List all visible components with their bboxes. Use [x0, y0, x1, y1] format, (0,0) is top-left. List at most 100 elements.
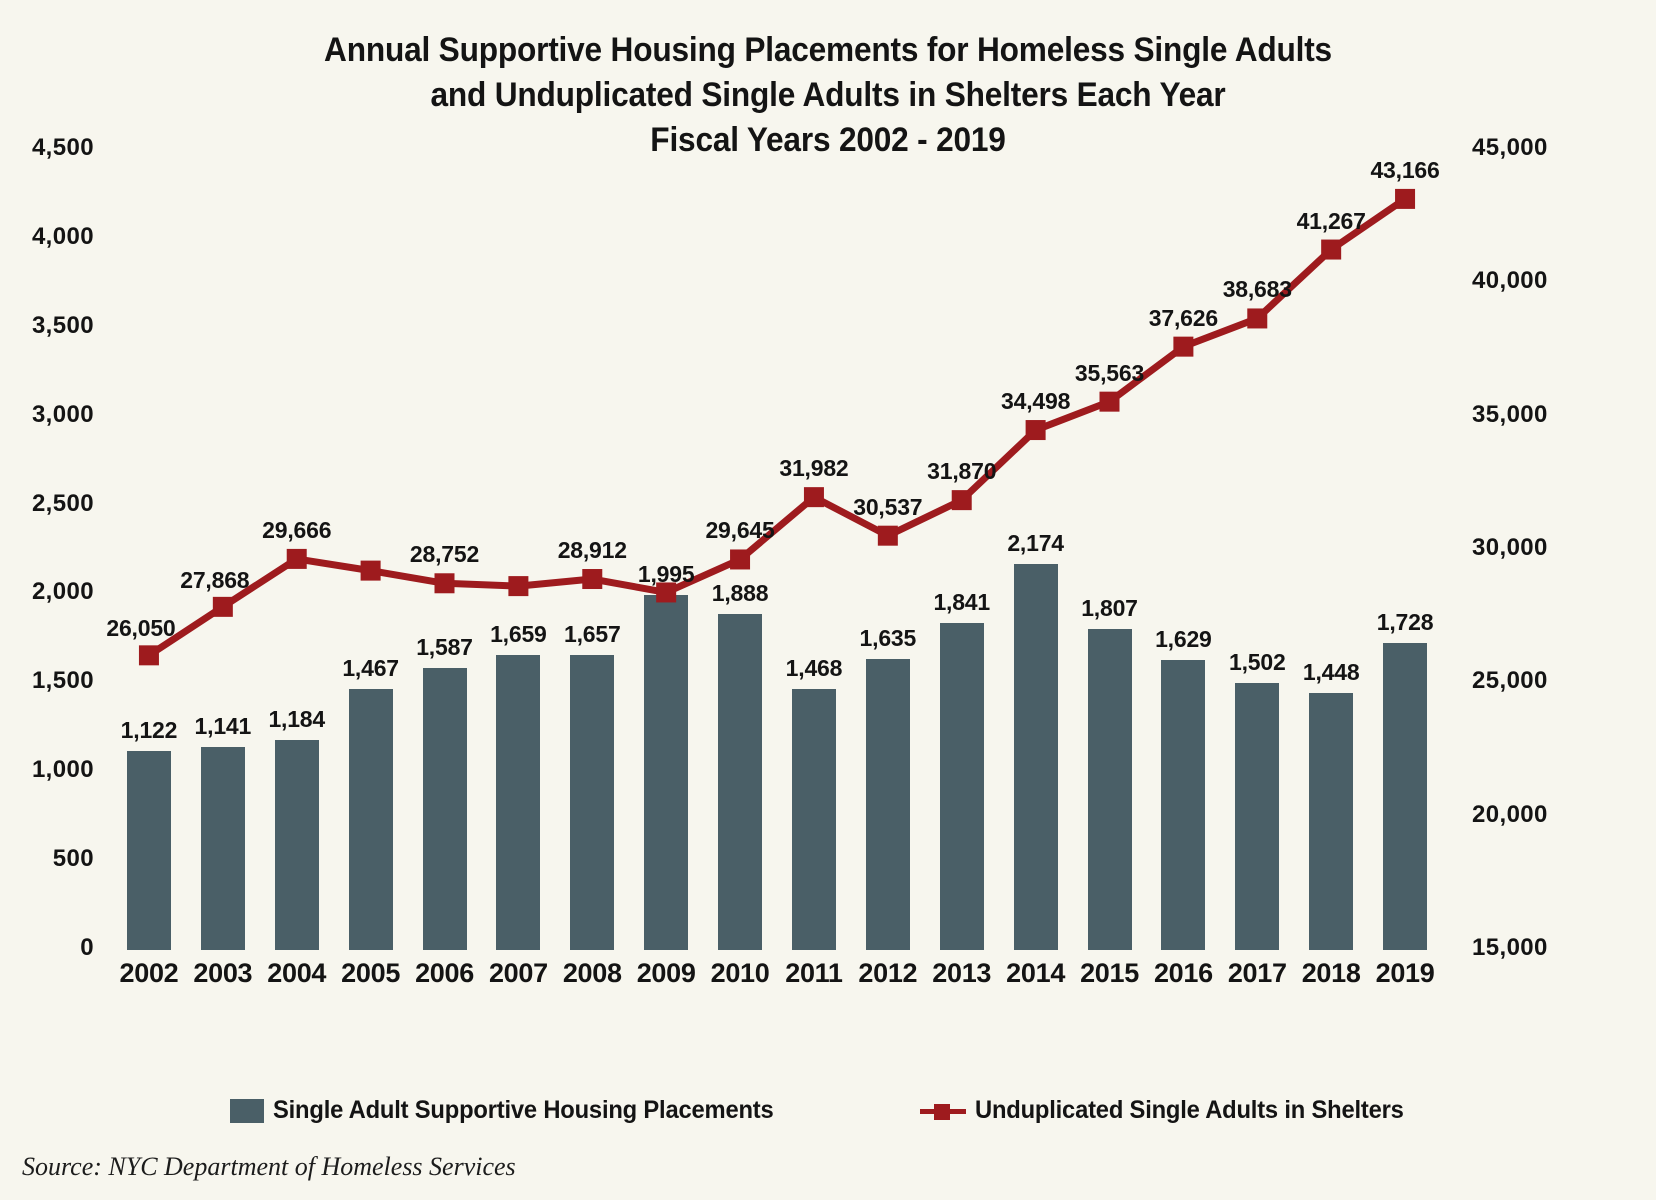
legend-item-line[interactable]: Unduplicated Single Adults in Shelters — [919, 1096, 1426, 1125]
line-label-2019: 43,166 — [1370, 156, 1440, 183]
bar-label-2009: 1,995 — [637, 561, 695, 588]
source-note: Source: NYC Department of Homeless Servi… — [22, 1152, 516, 1181]
bar-label-2010: 1,888 — [711, 580, 769, 607]
x-axis-tick-2006: 2006 — [415, 958, 474, 988]
line-swatch-marker — [933, 1103, 950, 1120]
y-axis-left-tick: 500 — [52, 845, 94, 873]
y-axis-left-tick: 0 — [80, 934, 94, 961]
bar-label-2006: 1,587 — [416, 633, 473, 660]
line-swatch-icon — [919, 1099, 966, 1123]
y-axis-right-tick: 30,000 — [1472, 534, 1548, 561]
bar-2008[interactable] — [570, 655, 615, 950]
line-marker-2012[interactable] — [877, 525, 898, 546]
line-label-2012: 30,537 — [853, 493, 923, 520]
line-label-2018: 41,267 — [1296, 207, 1366, 234]
bar-2019[interactable] — [1383, 642, 1428, 950]
y-axis-right-tick: 15,000 — [1472, 934, 1548, 961]
chart-title-line-3: Fiscal Years 2002 - 2019 — [650, 120, 1006, 159]
bar-2005[interactable] — [348, 689, 393, 950]
bar-2006[interactable] — [422, 667, 467, 950]
bar-2011[interactable] — [791, 689, 836, 950]
line-label-2008: 28,912 — [557, 537, 627, 563]
bar-2015[interactable] — [1087, 628, 1132, 950]
bar-label-2004: 1,184 — [268, 705, 325, 732]
bar-label-2011: 1,468 — [785, 655, 843, 682]
bar-label-2015: 1,807 — [1081, 594, 1138, 621]
bar-2018[interactable] — [1309, 692, 1354, 950]
legend-item-bar-label: Single Adult Supportive Housing Placemen… — [272, 1096, 774, 1124]
bar-label-2002: 1,122 — [120, 716, 178, 743]
x-axis-tick-2016: 2016 — [1153, 958, 1213, 988]
line-marker-2002[interactable] — [138, 645, 159, 666]
y-axis-right-tick: 20,000 — [1472, 800, 1548, 828]
line-marker-2006[interactable] — [434, 573, 455, 594]
y-axis-left-tick: 1,000 — [31, 756, 94, 784]
bar-label-2019: 1,728 — [1376, 608, 1434, 635]
line-label-2003: 27,868 — [180, 566, 250, 593]
line-marker-2004[interactable] — [286, 548, 307, 569]
bar-2004[interactable] — [274, 739, 319, 950]
x-axis-tick-2011: 2011 — [785, 958, 843, 988]
y-axis-right-tick: 25,000 — [1472, 667, 1548, 695]
y-axis-left-tick: 3,000 — [31, 400, 94, 428]
line-marker-2016[interactable] — [1173, 336, 1194, 357]
line-marker-2014[interactable] — [1025, 420, 1046, 441]
line-marker-2018[interactable] — [1321, 239, 1342, 260]
x-axis-tick-2019: 2019 — [1375, 958, 1435, 988]
bar-label-2016: 1,629 — [1155, 626, 1212, 653]
line-label-2013: 31,870 — [927, 458, 997, 485]
bar-2013[interactable] — [939, 622, 984, 950]
y-axis-left-tick: 4,000 — [31, 222, 94, 250]
bar-label-2012: 1,635 — [859, 625, 917, 652]
x-axis-tick-2013: 2013 — [932, 958, 992, 988]
line-label-2014: 34,498 — [1001, 388, 1071, 415]
x-axis-tick-2005: 2005 — [341, 958, 401, 988]
bar-swatch-icon — [229, 1098, 264, 1123]
bar-2007[interactable] — [496, 655, 541, 950]
line-label-2004: 29,666 — [262, 516, 332, 543]
line-marker-2010[interactable] — [730, 549, 751, 570]
line-label-2017: 38,683 — [1222, 276, 1292, 303]
line-label-2011: 31,982 — [779, 455, 849, 482]
line-marker-2019[interactable] — [1395, 188, 1416, 209]
bar-2017[interactable] — [1235, 682, 1280, 950]
plot-area: 0 500 1,000 1,500 2,000 2,500 3,000 3,500 4,000 4… — [32, 134, 1547, 961]
line-marker-2008[interactable] — [582, 569, 603, 590]
bar-label-2013: 1,841 — [933, 588, 990, 615]
bar-2003[interactable] — [200, 747, 245, 950]
x-axis-tick-2017: 2017 — [1227, 958, 1287, 988]
x-axis-tick-2007: 2007 — [488, 958, 548, 988]
chart-title: Annual Supportive Housing Placements for… — [0, 28, 1656, 163]
bar-label-2014: 2,174 — [1007, 529, 1064, 556]
y-axis-left-tick: 1,500 — [31, 667, 94, 695]
bar-label-2003: 1,141 — [194, 713, 252, 740]
x-axis-tick-2002: 2002 — [119, 958, 179, 988]
bar-2002[interactable] — [126, 750, 171, 950]
x-axis-tick-2010: 2010 — [710, 958, 770, 988]
line-label-2002: 26,050 — [106, 615, 176, 642]
line-marker-2007[interactable] — [508, 576, 529, 597]
chart-legend: Single Adult Supportive Housing Placemen… — [0, 1096, 1656, 1125]
bar-label-2017: 1,502 — [1228, 648, 1286, 675]
y-axis-right-tick: 40,000 — [1472, 267, 1548, 295]
x-axis-tick-2015: 2015 — [1080, 958, 1139, 988]
x-axis-tick-2009: 2009 — [636, 958, 696, 988]
line-label-2015: 35,563 — [1074, 359, 1145, 386]
bar-2009[interactable] — [644, 595, 689, 950]
line-label-2016: 37,626 — [1148, 304, 1218, 331]
line-marker-2003[interactable] — [212, 596, 233, 617]
line-label-2010: 29,645 — [705, 517, 775, 544]
chart-title-line-1: Annual Supportive Housing Placements for… — [324, 31, 1332, 69]
y-axis-right-tick: 35,000 — [1472, 400, 1548, 428]
bar-label-2007: 1,659 — [490, 621, 547, 648]
y-axis-left-tick: 3,500 — [31, 311, 94, 339]
x-axis-tick-2014: 2014 — [1006, 958, 1066, 988]
bar-2010[interactable] — [718, 614, 763, 950]
legend-item-bar[interactable]: Single Adult Supportive Housing Placemen… — [229, 1096, 800, 1125]
bar-2012[interactable] — [865, 659, 910, 950]
bar-2016[interactable] — [1161, 660, 1206, 950]
y-axis-left-tick: 2,000 — [31, 578, 94, 606]
x-axis-ticks: 2002 2003 2004 2005 2006 2007 2008 2009 2010 2011… — [112, 958, 1442, 998]
y-axis-left-tick: 4,500 — [31, 134, 94, 161]
bar-label-2005: 1,467 — [342, 655, 399, 682]
